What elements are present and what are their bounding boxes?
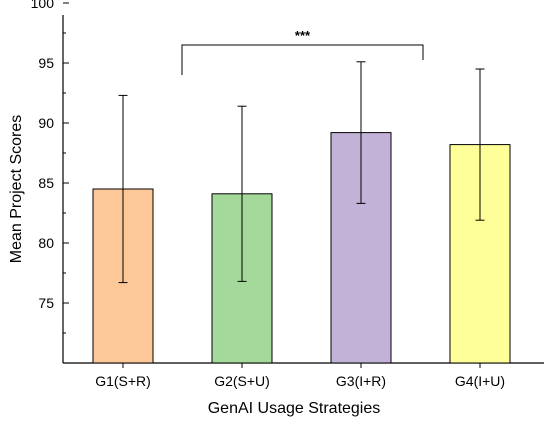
significance-bracket-line xyxy=(181,44,424,75)
x-tick-label: G1(S+R) xyxy=(95,373,151,389)
x-ticks: G1(S+R) G2(S+U) G3(I+R) G4(I+U) xyxy=(95,363,505,389)
y-tick-label: 75 xyxy=(38,295,54,311)
x-tick-label: G2(S+U) xyxy=(214,373,270,389)
significance-bracket: *** xyxy=(181,28,424,75)
y-axis-title: Mean Project Scores xyxy=(8,115,25,264)
x-tick-label: G4(I+U) xyxy=(455,373,505,389)
significance-label: *** xyxy=(295,28,311,43)
x-axis-title: GenAI Usage Strategies xyxy=(208,400,381,417)
y-tick-label: 85 xyxy=(38,175,54,191)
x-tick-label: G3(I+R) xyxy=(336,373,386,389)
y-tick-label: 80 xyxy=(38,235,54,251)
y-tick-label: 95 xyxy=(38,55,54,71)
error-bars xyxy=(118,61,485,284)
y-tick-label: 100 xyxy=(31,0,55,11)
bars xyxy=(92,132,511,364)
y-ticks: 75 80 85 90 95 100 xyxy=(31,0,69,334)
y-tick-label: 90 xyxy=(38,115,54,131)
